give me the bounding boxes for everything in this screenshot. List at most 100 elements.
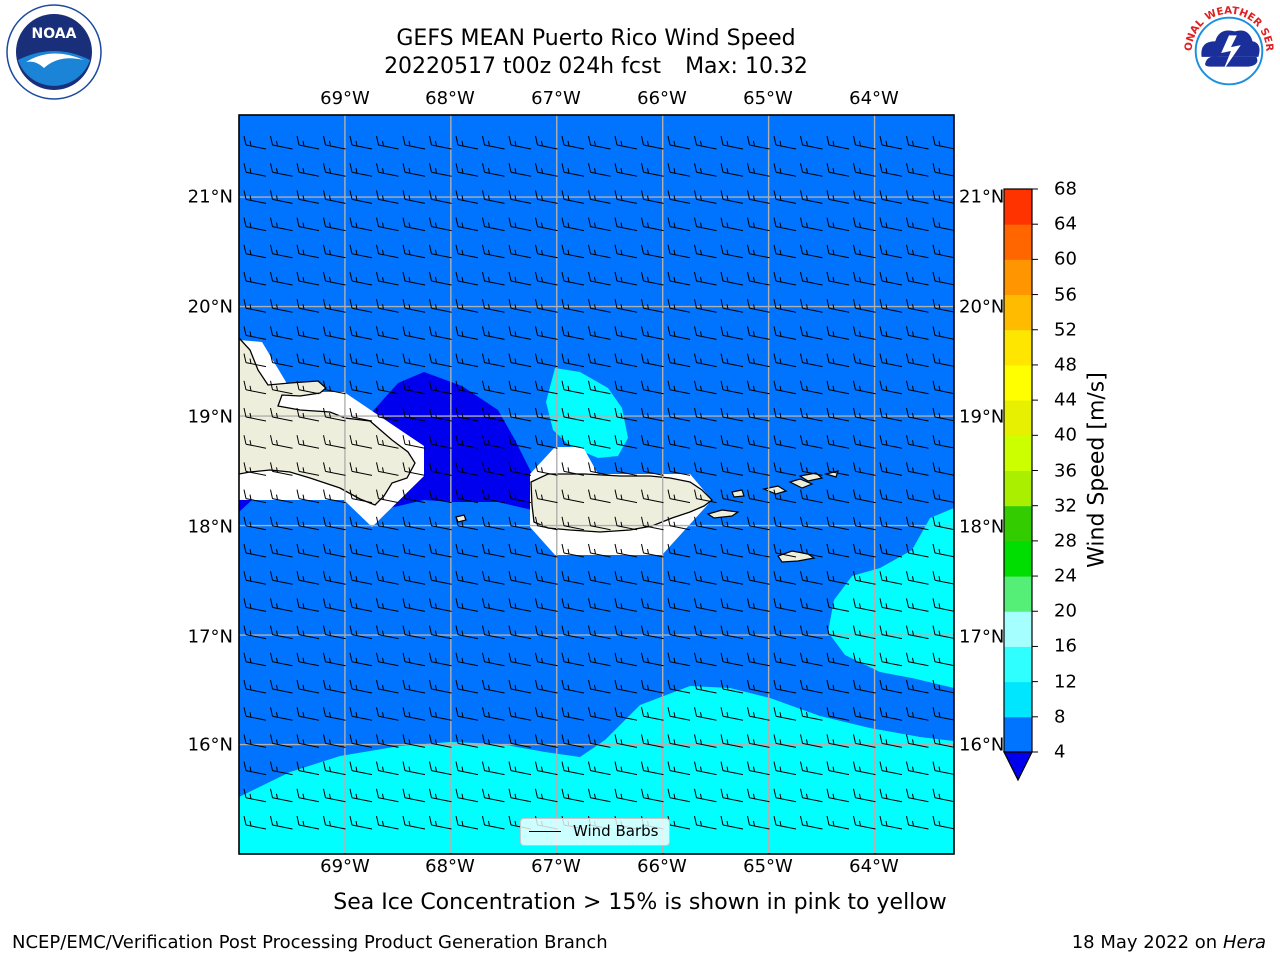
wind-barb [747,489,770,504]
wind-barb [906,190,929,204]
wind-barb [694,217,717,232]
wind-barb [508,326,532,340]
wind-barb [402,761,426,776]
wind-barb [826,707,850,721]
wind-barb [429,190,452,204]
wind-barb [296,435,320,449]
wind-barb [270,299,293,313]
wind-barb [853,190,876,204]
wind-barb [641,244,664,259]
wind-barb [826,299,850,313]
wind-barb [561,707,585,721]
wind-barb [429,353,452,368]
wind-barb [429,380,452,395]
wind-barb [455,271,479,286]
wind-barb [508,652,532,667]
wind-barb [720,135,744,150]
wind-barb [296,761,320,776]
wind-barb [800,707,823,721]
wind-barb [667,435,691,449]
wind-barb [879,734,903,748]
wind-barb [694,271,717,286]
wind-barb [932,435,954,449]
wind-barb [747,435,770,449]
wind-barb [773,299,797,313]
colorbar-tick-label: 20 [1054,600,1077,622]
wind-barb [482,217,505,232]
lon-tick-top-65w: 65°W [743,88,793,109]
wind-barb [455,326,479,340]
wind-barb [349,707,373,721]
wind-barb [720,815,744,830]
wind-barb [376,380,399,395]
wind-barb [667,462,691,476]
wind-barb [376,217,399,232]
wind-barb [932,353,954,367]
legend-line-sample [529,831,561,832]
wind-barb [800,462,823,476]
wind-barb [402,625,426,640]
wind-barb [349,407,373,422]
wind-barb [376,435,399,449]
wind-barb [588,435,611,449]
wind-barb [296,271,320,286]
wind-barb [773,407,797,422]
wind-barb [879,217,903,232]
wind-barb [402,135,426,150]
wind-barb [773,435,797,449]
wind-barb [508,190,532,204]
wind-barb [349,815,373,830]
wind-barb [482,271,505,286]
wind-barb [243,516,267,531]
wind-barb [270,353,293,368]
wind-barb [720,353,744,368]
wind-barb [614,190,638,204]
wind-barb [694,435,717,449]
wind-barb [747,244,770,259]
wind-barb [694,353,717,368]
wind-barb [614,707,638,721]
wind-barb [535,135,558,150]
wind-barb [906,571,929,585]
wind-barb [853,244,876,259]
wind-barb [482,326,505,340]
wind-barb [906,299,929,313]
wind-barb [879,788,903,803]
wind-barb [932,217,954,231]
wind-barb [588,625,611,640]
wind-barb [773,271,797,286]
wind-barb [667,299,691,313]
wind-barb [455,244,479,259]
wind-barb [800,598,823,612]
wind-barb [879,679,903,694]
wind-barb [720,462,744,476]
wind-barb [429,299,452,313]
wind-barb [508,462,532,476]
wind-barb [402,707,426,721]
footer-date-text: 18 May 2022 on [1071,932,1218,953]
wind-barb [853,707,876,721]
wind-barb [508,734,532,748]
wind-barb [641,353,664,368]
wind-barb [800,788,823,803]
colorbar-tick-label: 64 [1054,213,1077,235]
wind-barb [906,380,929,395]
wind-barb [455,299,479,313]
wind-barb [270,571,293,585]
colorbar-segment [1004,435,1032,471]
wind-barb [932,571,954,585]
wind-barb [720,571,744,585]
wind-barb [270,761,293,776]
wind-barb [588,407,611,422]
wind-barb [429,598,452,612]
colorbar-tick-label: 56 [1054,284,1077,306]
wind-barb [879,516,903,531]
wind-barb [455,489,479,504]
wind-barb [826,788,850,803]
wind-barb [747,788,770,803]
wind-barb [376,407,399,422]
wind-barb [455,571,479,585]
wind-barb [773,190,797,204]
lon-tick-bottom-64w: 64°W [849,856,899,877]
wind-barb [720,734,744,748]
